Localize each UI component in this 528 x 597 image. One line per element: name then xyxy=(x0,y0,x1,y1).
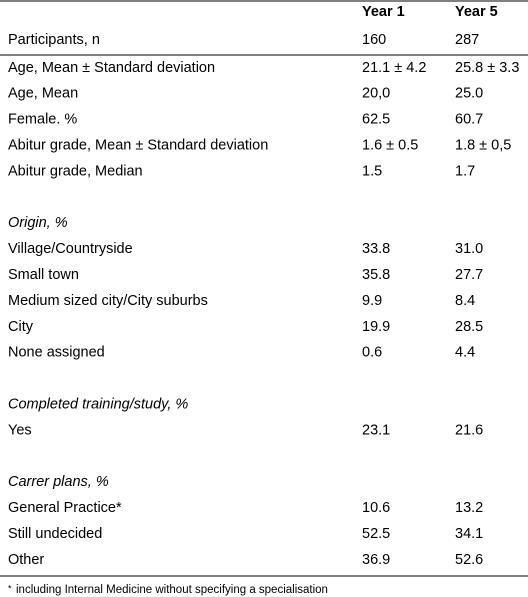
row-label: Still undecided xyxy=(8,526,102,542)
row-label: None assigned xyxy=(8,345,105,361)
cell: 34.1 xyxy=(455,526,483,542)
cell: 25.0 xyxy=(455,86,483,102)
cell: 62.5 xyxy=(362,112,390,128)
cell: 1.6 ± 0.5 xyxy=(362,138,418,154)
cell: 1.8 ± 0,5 xyxy=(455,138,511,154)
cell: 4.4 xyxy=(455,345,475,361)
row-label: Abitur grade, Median xyxy=(8,163,143,179)
section-label: Completed training/study, % xyxy=(8,397,188,413)
row-label: Yes xyxy=(8,422,32,438)
section-label: Carrer plans, % xyxy=(8,474,109,490)
cell: 35.8 xyxy=(362,267,390,283)
row-label: Medium sized city/City suburbs xyxy=(8,293,208,309)
cell: 25.8 ± 3.3 xyxy=(455,60,519,76)
cell: 52.5 xyxy=(362,526,390,542)
cell: 27.7 xyxy=(455,267,483,283)
column-header: Year 5 xyxy=(455,4,498,20)
cell: 23.1 xyxy=(362,422,390,438)
row-label: Age, Mean xyxy=(8,86,78,102)
column-header: Year 1 xyxy=(362,4,405,20)
cell: 9.9 xyxy=(362,293,382,309)
row-label: Abitur grade, Mean ± Standard deviation xyxy=(8,138,268,154)
cell: 160 xyxy=(362,32,386,48)
cell: 1.7 xyxy=(455,163,475,179)
cell: 20,0 xyxy=(362,86,390,102)
footnote: including Internal Medicine without spec… xyxy=(16,584,328,596)
cell: 10.6 xyxy=(362,500,390,516)
cell: 8.4 xyxy=(455,293,475,309)
cell: 0.6 xyxy=(362,345,382,361)
cell: 60.7 xyxy=(455,112,483,128)
cell: 1.5 xyxy=(362,163,382,179)
row-label: Female. % xyxy=(8,112,77,128)
section-label: Origin, % xyxy=(8,215,68,231)
cell: 21.6 xyxy=(455,422,483,438)
cell: 21.1 ± 4.2 xyxy=(362,60,426,76)
row-label: Age, Mean ± Standard deviation xyxy=(8,60,215,76)
row-label: Small town xyxy=(8,267,79,283)
cell: 36.9 xyxy=(362,552,390,568)
cell: 52.6 xyxy=(455,552,483,568)
footnote-mark: * xyxy=(8,583,12,593)
cell: 19.9 xyxy=(362,319,390,335)
row-label: City xyxy=(8,319,34,335)
cell: 13.2 xyxy=(455,500,483,516)
cell: 31.0 xyxy=(455,241,483,257)
row-label: Participants, n xyxy=(8,32,100,48)
row-label: Other xyxy=(8,552,44,568)
row-label: General Practice* xyxy=(8,500,122,516)
cell: 28.5 xyxy=(455,319,483,335)
row-label: Village/Countryside xyxy=(8,241,133,257)
cell: 287 xyxy=(455,32,479,48)
cell: 33.8 xyxy=(362,241,390,257)
